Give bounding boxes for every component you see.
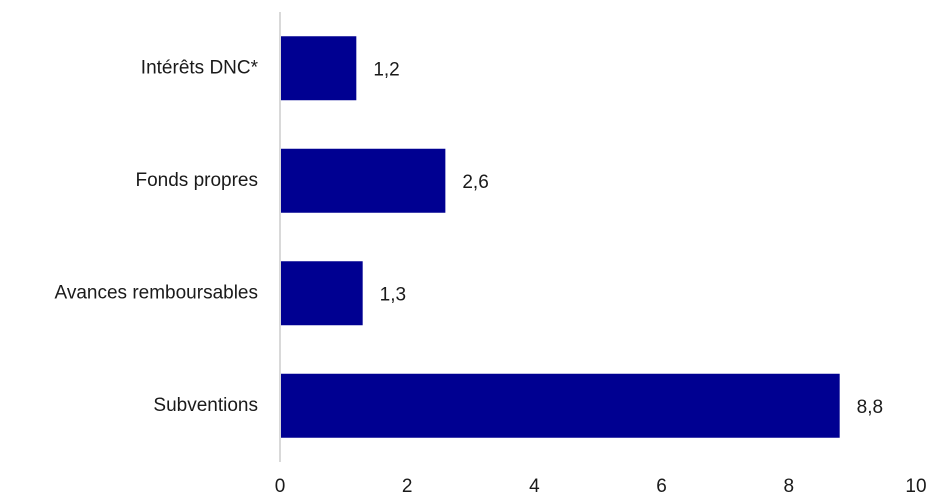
data-label: 8,8 xyxy=(857,397,883,418)
bar xyxy=(281,261,363,326)
category-label: Subventions xyxy=(153,395,258,416)
x-tick-labels: 0 2 4 6 8 10 xyxy=(275,476,927,497)
x-tick-label: 10 xyxy=(905,476,926,497)
data-label: 2,6 xyxy=(462,172,488,193)
data-label: 1,2 xyxy=(373,59,399,80)
bar xyxy=(281,148,446,213)
category-label: Avances remboursables xyxy=(55,282,258,303)
x-tick-label: 0 xyxy=(275,476,286,497)
x-tick-label: 2 xyxy=(402,476,413,497)
bar xyxy=(281,36,357,101)
x-tick-label: 6 xyxy=(656,476,667,497)
category-label: Intérêts DNC* xyxy=(141,57,259,78)
x-tick-label: 8 xyxy=(784,476,795,497)
value-labels: 1,2 2,6 1,3 8,8 xyxy=(373,59,883,418)
category-label: Fonds propres xyxy=(135,170,258,191)
data-label: 1,3 xyxy=(380,284,406,305)
bar xyxy=(281,373,840,438)
category-labels: Intérêts DNC* Fonds propres Avances rembo… xyxy=(55,57,259,416)
bars-group xyxy=(281,36,840,438)
x-tick-label: 4 xyxy=(529,476,540,497)
